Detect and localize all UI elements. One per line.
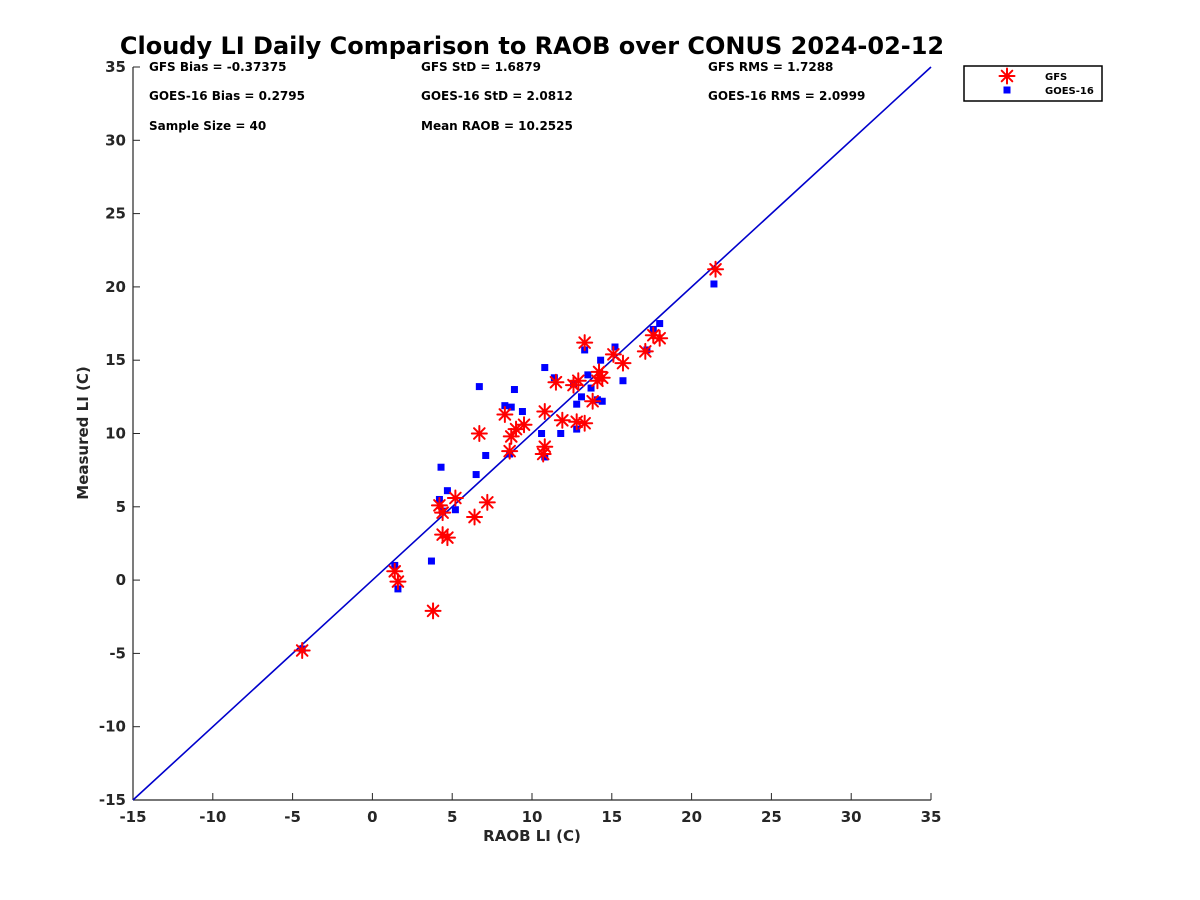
goes16-point <box>598 397 606 405</box>
gfs-point <box>614 354 632 372</box>
x-tick-label: 20 <box>681 808 702 826</box>
x-tick-label: -15 <box>119 808 146 826</box>
y-tick-label: -5 <box>109 644 126 662</box>
gfs-point <box>434 504 452 522</box>
gfs-point <box>386 562 404 580</box>
goes16-point <box>573 400 581 408</box>
stat-annotation: Mean RAOB = 10.2525 <box>421 119 573 133</box>
y-tick-label: 25 <box>105 205 126 223</box>
gfs-point <box>424 602 442 620</box>
goes16-point <box>507 403 515 411</box>
gfs-point <box>651 329 669 347</box>
x-tick-label: 15 <box>601 808 622 826</box>
legend-entry-label: GOES-16 <box>1045 86 1094 97</box>
gfs-point <box>293 641 311 659</box>
y-tick-label: 0 <box>116 571 126 589</box>
y-tick-label: 20 <box>105 278 126 296</box>
gfs-point <box>547 373 565 391</box>
stat-annotation: GFS Bias = -0.37375 <box>149 60 286 74</box>
y-tick-label: 35 <box>105 58 126 76</box>
y-axis-label: Measured LI (C) <box>74 366 92 499</box>
gfs-point <box>576 414 594 432</box>
x-tick-label: 10 <box>522 808 543 826</box>
gfs-point <box>466 508 484 526</box>
legend: GFS GOES-16 <box>963 65 1103 102</box>
goes16-point <box>475 383 483 391</box>
stat-annotation: GFS StD = 1.6879 <box>421 60 541 74</box>
goes16-point <box>437 463 445 471</box>
goes16-point <box>593 396 601 404</box>
gfs-point <box>569 372 587 390</box>
one-to-one-reference-line <box>132 66 932 801</box>
goes16-point <box>597 356 605 364</box>
gfs-point <box>707 260 725 278</box>
goes16-point <box>510 386 518 394</box>
x-axis-label: RAOB LI (C) <box>483 827 581 845</box>
chart-title: Cloudy LI Daily Comparison to RAOB over … <box>120 32 944 60</box>
goes16-point <box>587 384 595 392</box>
x-tick-label: 30 <box>841 808 862 826</box>
gfs-point <box>584 392 602 410</box>
gfs-point <box>636 342 654 360</box>
y-axis: -15 -10 -5 0 5 10 15 20 25 30 35 <box>99 58 140 809</box>
legend-box <box>963 65 1103 102</box>
y-tick-label: -15 <box>99 791 126 809</box>
x-tick-label: 25 <box>761 808 782 826</box>
x-axis: -15 -10 -5 0 5 10 15 20 25 30 35 <box>119 793 941 826</box>
gfs-point <box>536 438 554 456</box>
y-tick-label: 30 <box>105 131 126 149</box>
x-tick-label: -5 <box>284 808 301 826</box>
legend-entry-label: GFS <box>1045 72 1067 83</box>
stat-annotation: GOES-16 Bias = 0.2795 <box>149 89 305 103</box>
x-tick-label: 35 <box>921 808 942 826</box>
goes16-point <box>611 343 619 351</box>
goes16-point <box>501 402 509 410</box>
x-tick-label: 5 <box>447 808 457 826</box>
goes16-point <box>584 371 592 379</box>
stat-annotation: GOES-16 StD = 2.0812 <box>421 89 573 103</box>
stat-annotation: Sample Size = 40 <box>149 119 266 133</box>
goes16-point <box>656 320 664 328</box>
x-tick-label: 0 <box>367 808 377 826</box>
goes16-point <box>451 506 459 514</box>
goes16-point <box>577 393 585 401</box>
goes16-point <box>443 487 451 495</box>
statistics-annotations: GFS Bias = -0.37375 GFS StD = 1.6879 GFS R… <box>149 60 865 133</box>
goes16-point <box>557 430 565 437</box>
y-tick-label: -10 <box>99 718 126 736</box>
gfs-point <box>389 573 407 591</box>
gfs-point <box>446 489 464 507</box>
goes16-point <box>550 374 558 382</box>
gfs-point <box>536 403 554 421</box>
stat-annotation: GFS RMS = 1.7288 <box>708 60 833 74</box>
y-tick-label: 15 <box>105 351 126 369</box>
gfs-point <box>434 526 452 544</box>
y-tick-label: 10 <box>105 425 126 443</box>
gfs-point <box>478 493 496 511</box>
gfs-point <box>576 334 594 352</box>
legend-gfs-marker <box>998 67 1016 85</box>
gfs-point <box>438 529 456 547</box>
gfs-point <box>496 405 514 423</box>
gfs-point <box>515 416 533 434</box>
series-layer <box>293 260 725 659</box>
goes16-point <box>472 471 480 479</box>
x-tick-label: -10 <box>199 808 226 826</box>
goes16-point <box>619 377 627 385</box>
stat-annotation: GOES-16 RMS = 2.0999 <box>708 89 865 103</box>
legend-goes16-marker <box>1003 86 1011 94</box>
goes16-point <box>710 280 718 288</box>
series-gfs <box>293 260 725 659</box>
goes16-point <box>541 364 549 372</box>
gfs-point <box>553 411 571 429</box>
goes16-point <box>518 408 526 416</box>
goes16-point <box>538 430 546 437</box>
gfs-point <box>501 442 519 460</box>
gfs-point <box>593 369 611 387</box>
y-tick-label: 5 <box>116 498 126 516</box>
goes16-point <box>482 451 490 459</box>
gfs-point <box>470 425 488 442</box>
goes16-point <box>427 557 435 565</box>
